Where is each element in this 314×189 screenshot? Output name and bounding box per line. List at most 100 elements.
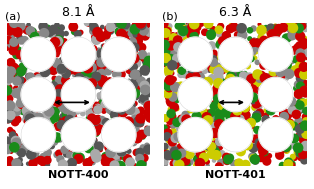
Point	[109, 160, 114, 163]
Point	[35, 33, 40, 36]
Point	[252, 84, 257, 87]
Point	[29, 113, 34, 116]
Point	[60, 114, 65, 117]
Point	[8, 42, 13, 45]
Point	[183, 120, 188, 123]
Point	[84, 22, 89, 25]
Point	[32, 36, 37, 39]
Point	[275, 28, 280, 31]
Point	[123, 27, 128, 30]
Point	[35, 75, 40, 78]
Point	[296, 32, 301, 35]
Point	[219, 121, 224, 124]
Point	[229, 71, 234, 74]
Point	[182, 155, 187, 158]
Point	[57, 98, 62, 101]
Point	[171, 124, 176, 127]
Point	[177, 124, 182, 127]
Point	[206, 25, 211, 28]
Point	[45, 151, 50, 154]
Point	[46, 69, 51, 72]
Point	[224, 35, 229, 38]
Point	[121, 152, 126, 155]
Point	[270, 75, 275, 78]
Point	[141, 70, 146, 74]
Point	[42, 70, 47, 73]
Point	[227, 116, 232, 119]
Point	[135, 111, 140, 114]
Point	[226, 159, 231, 162]
Point	[184, 163, 189, 166]
Point	[164, 30, 169, 33]
Point	[290, 139, 295, 142]
Point	[261, 158, 266, 161]
Point	[251, 157, 256, 160]
Point	[29, 153, 34, 156]
Point	[59, 108, 64, 111]
Point	[205, 67, 210, 70]
Point	[52, 135, 57, 138]
Point	[18, 95, 23, 98]
Point	[121, 27, 126, 30]
Point	[303, 124, 308, 127]
Point	[55, 153, 60, 156]
Point	[146, 104, 151, 107]
Point	[275, 76, 280, 79]
Point	[217, 32, 222, 35]
Point	[57, 39, 62, 42]
Point	[99, 67, 104, 70]
Point	[218, 163, 223, 167]
Point	[8, 70, 14, 73]
Point	[252, 158, 257, 161]
Point	[259, 155, 264, 158]
Point	[62, 148, 67, 151]
Point	[15, 118, 20, 121]
Point	[298, 101, 303, 104]
Point	[69, 112, 74, 115]
Point	[136, 40, 141, 43]
Point	[102, 81, 107, 84]
Point	[198, 73, 203, 76]
Point	[61, 100, 66, 103]
Point	[54, 33, 59, 36]
Point	[14, 91, 19, 94]
Point	[296, 120, 301, 123]
Point	[142, 84, 147, 87]
Point	[51, 115, 56, 119]
Point	[201, 77, 206, 80]
Point	[214, 87, 219, 90]
Point	[13, 73, 18, 76]
Point	[295, 47, 300, 50]
Point	[91, 141, 96, 144]
Point	[299, 53, 304, 56]
Point	[246, 119, 251, 122]
Point	[93, 119, 98, 122]
Point	[304, 109, 309, 112]
Point	[59, 123, 64, 126]
Point	[61, 163, 66, 166]
Point	[48, 113, 53, 116]
Point	[284, 116, 289, 119]
Point	[98, 127, 103, 130]
Point	[135, 84, 140, 87]
Point	[103, 120, 108, 123]
Point	[45, 163, 50, 166]
Point	[141, 29, 146, 32]
Point	[93, 119, 98, 122]
Circle shape	[61, 118, 96, 152]
Circle shape	[258, 118, 293, 152]
Point	[91, 150, 96, 153]
Point	[174, 156, 179, 160]
Point	[179, 152, 184, 155]
Point	[40, 29, 45, 32]
Point	[297, 135, 302, 138]
Point	[176, 120, 181, 123]
Point	[213, 149, 218, 153]
Point	[303, 92, 308, 95]
Point	[185, 119, 190, 122]
Point	[99, 61, 104, 64]
Point	[210, 124, 215, 127]
Point	[42, 69, 47, 72]
Point	[183, 113, 188, 116]
Point	[44, 108, 49, 111]
